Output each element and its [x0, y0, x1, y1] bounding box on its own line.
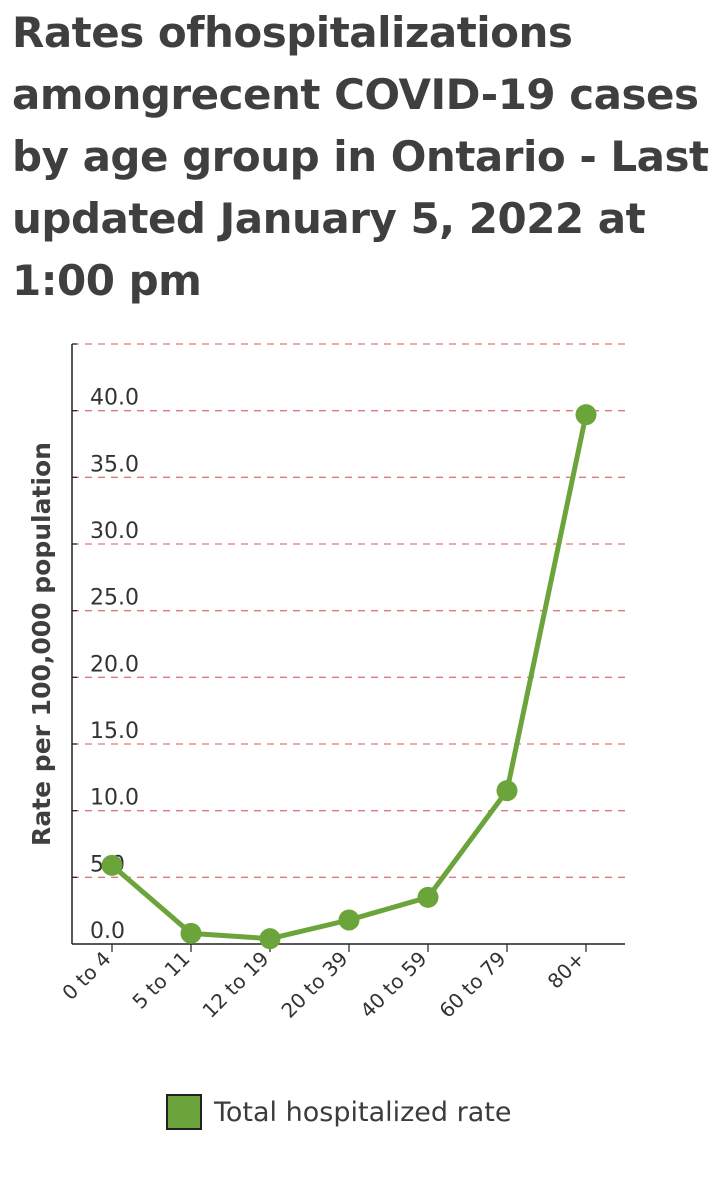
y-axis-label: Rate per 100,000 population	[27, 442, 56, 846]
y-tick-label: 0.0	[90, 919, 125, 944]
legend-swatch	[166, 1094, 202, 1130]
data-point	[259, 928, 281, 950]
data-point	[417, 886, 439, 908]
legend-label: Total hospitalized rate	[214, 1096, 512, 1128]
y-tick-label: 35.0	[90, 452, 139, 477]
x-tick-label: 20 to 39	[276, 947, 352, 1023]
data-point	[575, 404, 597, 426]
y-tick-label: 20.0	[90, 652, 139, 677]
x-tick-label: 5 to 11	[127, 947, 194, 1014]
y-tick-label: 40.0	[90, 386, 139, 411]
y-tick-label: 25.0	[90, 586, 139, 611]
series-group	[101, 404, 597, 950]
series-line	[110, 414, 589, 942]
data-point	[101, 854, 123, 876]
x-tick-label: 0 to 4	[57, 947, 115, 1005]
x-tick-label: 60 to 79	[434, 947, 510, 1023]
y-tick-label: 30.0	[90, 519, 139, 544]
data-point	[180, 922, 202, 944]
y-tick-label: 10.0	[90, 786, 139, 811]
legend: Total hospitalized rate	[166, 1092, 511, 1132]
chart-title: Rates ofhospitalizations amongrecent COV…	[12, 8, 709, 305]
axes	[71, 343, 625, 952]
x-tick-label: 12 to 19	[197, 947, 273, 1023]
x-tick-label: 80+	[543, 947, 590, 994]
line-chart: 0.05.010.015.020.025.030.035.040.0 0 to …	[27, 343, 625, 1023]
gridlines	[72, 343, 625, 878]
data-point	[338, 909, 360, 931]
data-point	[496, 780, 518, 802]
y-tick-label: 15.0	[90, 719, 139, 744]
x-tick-label: 40 to 59	[355, 947, 431, 1023]
